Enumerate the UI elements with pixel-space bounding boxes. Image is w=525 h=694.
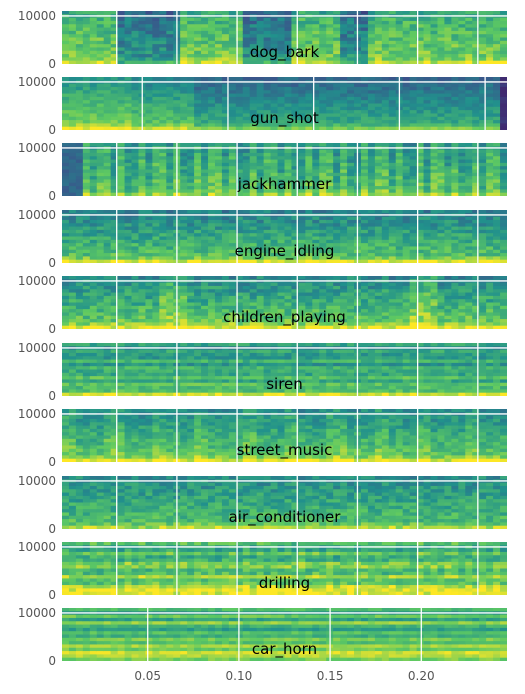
y-tick-label: 10000 bbox=[18, 407, 56, 421]
x-tick-label: 0.05 bbox=[134, 669, 161, 683]
panel-children-playing: 10000 0 children_playing bbox=[18, 274, 508, 336]
panel-gun-shot: 10000 0 gun_shot bbox=[18, 75, 508, 137]
y-tick-label: 10000 bbox=[18, 540, 56, 554]
y-tick-label: 0 bbox=[48, 123, 56, 137]
y-tick-label: 10000 bbox=[18, 141, 56, 155]
y-tick-label: 10000 bbox=[18, 606, 56, 620]
panel-title: gun_shot bbox=[250, 109, 319, 128]
y-tick-label: 0 bbox=[48, 588, 56, 602]
x-tick-label: 0.15 bbox=[317, 669, 344, 683]
y-tick-label: 0 bbox=[48, 455, 56, 469]
y-tick-label: 0 bbox=[48, 189, 56, 203]
panel-title: dog_bark bbox=[250, 43, 320, 62]
y-tick-label: 10000 bbox=[18, 208, 56, 222]
panel-title: air_conditioner bbox=[229, 508, 342, 527]
panel-dog-bark: 10000 0 dog_bark bbox=[18, 9, 508, 71]
panel-drilling: 10000 0 drilling bbox=[18, 540, 508, 602]
x-tick-label: 0.10 bbox=[226, 669, 253, 683]
y-tick-label: 0 bbox=[48, 256, 56, 270]
panel-title: engine_idling bbox=[235, 242, 335, 261]
y-tick-label: 10000 bbox=[18, 341, 56, 355]
y-tick-label: 0 bbox=[48, 322, 56, 336]
panel-jackhammer: 10000 0 jackhammer bbox=[18, 141, 508, 203]
panel-title: jackhammer bbox=[237, 175, 332, 193]
panel-car-horn: 10000 0 car_horn bbox=[18, 606, 508, 668]
y-tick-label: 10000 bbox=[18, 274, 56, 288]
y-tick-label: 0 bbox=[48, 522, 56, 536]
panel-street-music: 10000 0 street_music bbox=[18, 407, 508, 469]
panel-title: siren bbox=[266, 375, 303, 393]
y-tick-label: 0 bbox=[48, 57, 56, 71]
y-tick-label: 10000 bbox=[18, 9, 56, 23]
panel-title: children_playing bbox=[223, 308, 346, 327]
y-tick-label: 10000 bbox=[18, 474, 56, 488]
panel-engine-idling: 10000 0 engine_idling bbox=[18, 208, 508, 270]
y-tick-label: 10000 bbox=[18, 75, 56, 89]
panel-title: street_music bbox=[237, 441, 333, 460]
y-tick-label: 0 bbox=[48, 654, 56, 668]
panel-siren: 10000 0 siren bbox=[18, 341, 508, 403]
panel-title: drilling bbox=[259, 574, 310, 592]
x-tick-label: 0.20 bbox=[408, 669, 435, 683]
y-tick-label: 0 bbox=[48, 389, 56, 403]
panel-air-conditioner: 10000 0 air_conditioner bbox=[18, 474, 508, 536]
panel-title: car_horn bbox=[252, 640, 317, 659]
